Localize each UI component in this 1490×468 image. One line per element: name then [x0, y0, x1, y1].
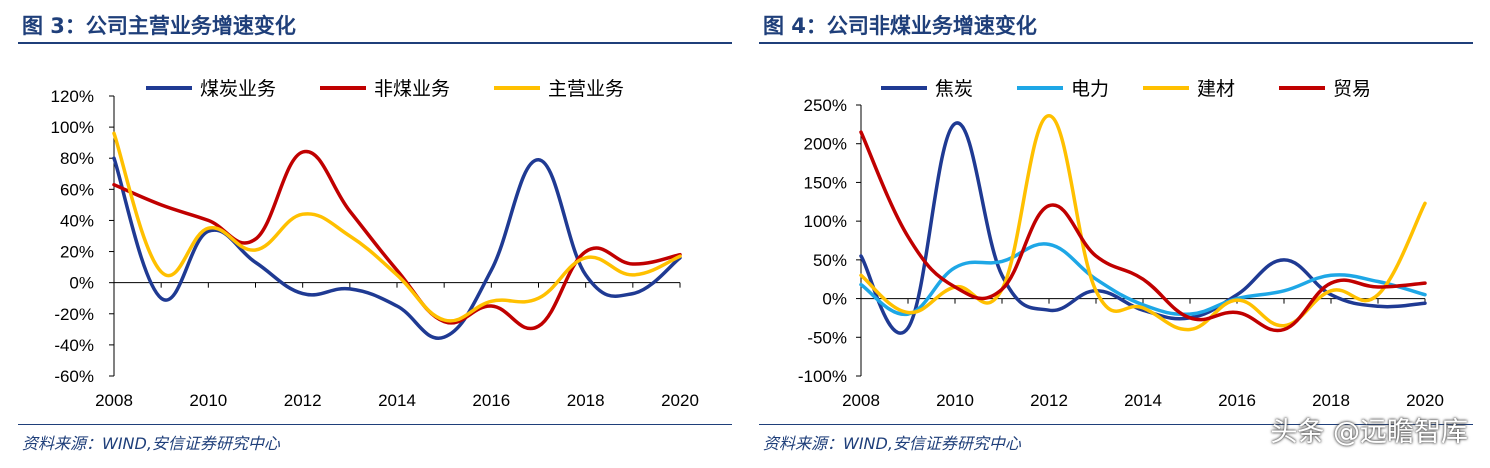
figure-4-line-chart: 250% 200% 150% 100% 50% 0% -50% -100% 2008 2010 20…: [798, 78, 1444, 410]
x-tick-label: 2016: [472, 391, 510, 410]
y-tick-label: 50%: [813, 251, 847, 270]
title-underline: [759, 42, 1473, 44]
right-figure-panel: 图 4：公司非煤业务增速变化 250% 200% 150% 100% 50% 0% -50%…: [745, 0, 1490, 468]
y-tick-label: 250%: [804, 96, 847, 115]
y-tick-label: 100%: [804, 212, 847, 231]
watermark: 头条 @远瞻智库: [1270, 417, 1468, 448]
left-figure-panel: 图 3：公司主营业务增速变化 120% 100% 80% 60% 40% 20% 0% -20…: [18, 14, 732, 453]
legend-label: 主营业务: [548, 78, 624, 100]
series-line: [112, 156, 682, 340]
y-tick-label: -20%: [54, 305, 94, 324]
y-tick-label: 120%: [51, 87, 94, 106]
x-tick-label: 2014: [1124, 391, 1162, 410]
y-tick-label: 100%: [51, 118, 94, 137]
x-tick-label: 2018: [1312, 391, 1350, 410]
title-underline: [18, 42, 732, 44]
legend-label: 煤炭业务: [200, 78, 276, 100]
y-tick-label: 60%: [60, 180, 94, 199]
figure-4-source: 资料来源：WIND,安信证券研究中心: [763, 434, 1021, 453]
x-tick-label: 2016: [1218, 391, 1256, 410]
series-line: [859, 242, 1427, 317]
figure-3-line-chart: 120% 100% 80% 60% 40% 20% 0% -20% -40% -60%2008 20…: [51, 78, 699, 410]
legend-label: 贸易: [1333, 78, 1371, 100]
legend-label: 电力: [1071, 78, 1109, 100]
x-tick-label: 2012: [1030, 391, 1068, 410]
y-tick-label: 200%: [804, 135, 847, 154]
figure-3-title: 图 3：公司主营业务增速变化: [22, 14, 296, 38]
y-tick-label: 40%: [60, 211, 94, 230]
legend-label: 建材: [1197, 78, 1235, 100]
y-tick-label: -40%: [54, 336, 94, 355]
legend-label: 非煤业务: [374, 78, 450, 100]
y-tick-label: -100%: [798, 367, 847, 386]
figure-3-source: 资料来源：WIND,安信证券研究中心: [22, 434, 280, 453]
x-tick-label: 2020: [1406, 391, 1444, 410]
x-tick-label: 2012: [284, 391, 322, 410]
y-tick-label: 0%: [822, 290, 847, 309]
x-tick-label: 2014: [378, 391, 416, 410]
y-tick-label: 150%: [804, 173, 847, 192]
y-tick-label: -60%: [54, 367, 94, 386]
x-tick-label: 2010: [189, 391, 227, 410]
y-tick-label: 80%: [60, 149, 94, 168]
x-tick-label: 2020: [661, 391, 699, 410]
source-divider: [18, 424, 732, 425]
x-tick-label: 2008: [95, 391, 133, 410]
figure-4-title: 图 4：公司非煤业务增速变化: [763, 14, 1037, 38]
x-tick-label: 2018: [567, 391, 605, 410]
series-line: [859, 114, 1427, 332]
x-tick-label: 2010: [936, 391, 974, 410]
y-tick-label: -50%: [807, 328, 847, 347]
series-line: [112, 131, 682, 323]
series-line: [859, 130, 1427, 333]
y-tick-label: 20%: [60, 243, 94, 262]
y-tick-label: 0%: [69, 274, 94, 293]
x-tick-label: 2008: [842, 391, 880, 410]
legend-label: 焦炭: [935, 78, 973, 100]
series-line: [112, 149, 682, 331]
source-divider: [759, 424, 1473, 425]
series-line: [859, 121, 1427, 335]
